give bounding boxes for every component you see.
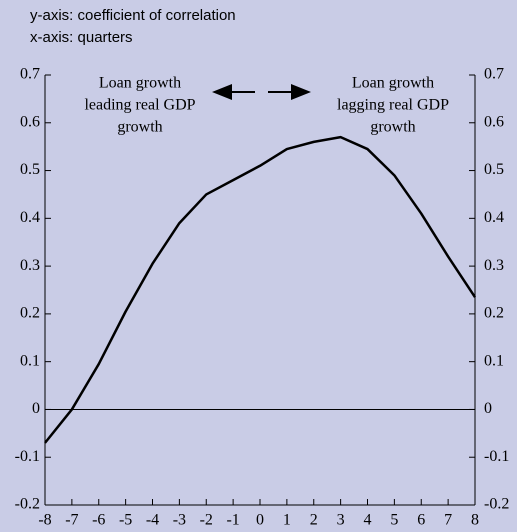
y-tick-label: 0.4 xyxy=(20,209,40,226)
y2-tick-label: 0.2 xyxy=(484,305,504,322)
annotation: lagging real GDP xyxy=(337,97,449,114)
y2-tick-label: 0.5 xyxy=(484,161,504,178)
annotation: growth xyxy=(370,119,415,136)
x-tick-label: -2 xyxy=(200,512,213,529)
y-tick-label: 0.2 xyxy=(20,305,40,322)
arrows xyxy=(212,84,311,100)
y2-tick-label: 0.1 xyxy=(484,352,504,369)
y2-tick-label: 0 xyxy=(484,400,492,417)
y2-tick-label: 0.3 xyxy=(484,257,504,274)
x-tick-label: -1 xyxy=(226,512,239,529)
x-tick-label: -7 xyxy=(65,512,78,529)
axis-note: y-axis: coefficient of correlation xyxy=(30,7,236,24)
arrow-head xyxy=(291,84,311,100)
y2-tick-label: 0.7 xyxy=(484,66,504,83)
x-tick-label: -8 xyxy=(38,512,51,529)
x-tick-label: -6 xyxy=(92,512,105,529)
x-tick-label: 1 xyxy=(283,512,291,529)
x-tick-label: 6 xyxy=(417,512,425,529)
y-tick-label: 0 xyxy=(32,400,40,417)
annotation: leading real GDP xyxy=(84,97,195,114)
x-tick-label: -3 xyxy=(173,512,186,529)
y2-tick-label: 0.4 xyxy=(484,209,504,226)
y-tick-label: 0.3 xyxy=(20,257,40,274)
y2-tick-label: 0.6 xyxy=(484,113,504,130)
x-tick-label: 5 xyxy=(390,512,398,529)
arrow-head xyxy=(212,84,232,100)
axis-note: x-axis: quarters xyxy=(30,29,133,46)
x-tick-label: -5 xyxy=(119,512,132,529)
y-tick-label: 0.5 xyxy=(20,161,40,178)
x-tick-label: 3 xyxy=(337,512,345,529)
x-tick-label: 8 xyxy=(471,512,479,529)
annotation: Loan growth xyxy=(352,75,434,92)
x-tick-label: -4 xyxy=(146,512,159,529)
y-tick-label: 0.6 xyxy=(20,113,40,130)
annotation: Loan growth xyxy=(99,75,181,92)
y-tick-label: 0.7 xyxy=(20,66,40,83)
y-tick-label: 0.1 xyxy=(20,352,40,369)
y2-tick-label: -0.2 xyxy=(484,496,509,513)
annotation: growth xyxy=(117,119,162,136)
x-tick-label: 4 xyxy=(364,512,372,529)
x-tick-label: 2 xyxy=(310,512,318,529)
series-line xyxy=(44,135,477,444)
y-tick-label: -0.2 xyxy=(15,496,40,513)
x-tick-label: 7 xyxy=(444,512,452,529)
y2-tick-label: -0.1 xyxy=(484,448,509,465)
y-tick-label: -0.1 xyxy=(15,448,40,465)
x-tick-label: 0 xyxy=(256,512,264,529)
